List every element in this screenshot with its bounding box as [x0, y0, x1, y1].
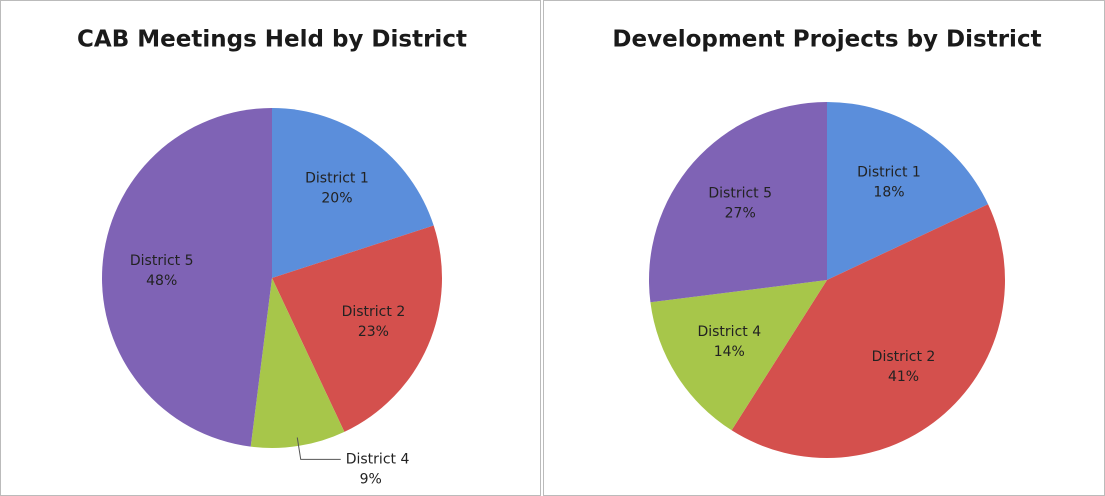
value-label: 41%	[888, 369, 919, 385]
leader-line	[296, 437, 341, 460]
chart-title: Development Projects by District	[612, 27, 1041, 53]
value-label: 14%	[714, 344, 745, 360]
pie-slice	[272, 225, 442, 432]
value-label: 23%	[358, 324, 389, 340]
value-label: 48%	[146, 273, 177, 289]
slice-label: District 4	[697, 324, 761, 340]
slice-label: District 1	[857, 164, 921, 180]
pie-slice	[648, 102, 827, 303]
slice-label: District 5	[130, 253, 194, 269]
pie-slice	[650, 280, 827, 431]
chart-title: CAB Meetings Held by District	[77, 27, 467, 53]
value-label: 9%	[360, 471, 382, 487]
value-label: 18%	[873, 184, 904, 200]
pie-slice	[272, 108, 434, 278]
slice-label: District 2	[342, 304, 406, 320]
pie-slice	[827, 102, 989, 280]
slice-label: District 4	[346, 451, 410, 467]
pie-slice	[731, 204, 1005, 458]
value-label: 27%	[725, 205, 756, 221]
slice-label: District 1	[305, 171, 369, 187]
pie-slice	[250, 278, 345, 448]
slice-label: District 5	[708, 185, 772, 201]
slice-label: District 2	[872, 349, 936, 365]
value-label: 20%	[321, 191, 352, 207]
pie-slice	[102, 108, 272, 447]
